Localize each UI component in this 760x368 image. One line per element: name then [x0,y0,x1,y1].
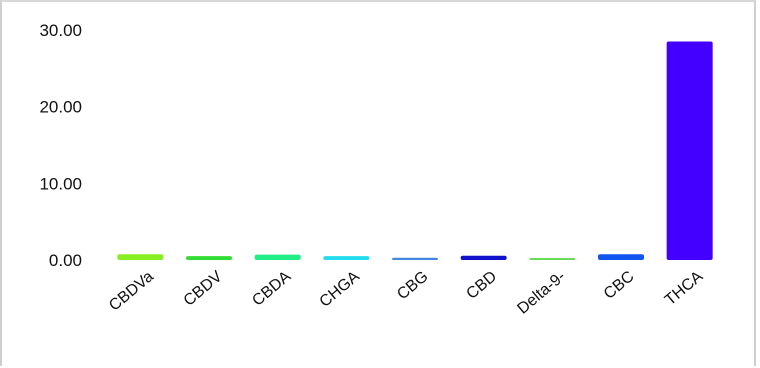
x-tick-label: CBG [394,268,431,303]
bar-cbg[interactable] [392,257,438,260]
x-tick-label: Delta-9- [514,268,569,318]
x-axis: CBDVa CBDV CBDA CHGA CBG CBD Delta-9- CBC THCA [106,268,706,318]
x-tick-label: CBD [463,268,500,303]
x-tick-label: CBDA [249,268,294,310]
bars [117,41,713,261]
x-tick-label: CBDV [181,268,226,310]
y-tick-label: 0.00 [49,251,82,270]
x-tick-label: THCA [662,268,707,309]
x-tick-label: CHGA [317,268,364,311]
bar-chga[interactable] [323,256,370,260]
y-tick-label: 10.00 [39,174,82,193]
y-tick-label: 30.00 [39,21,82,40]
bar-cbdv[interactable] [186,256,232,260]
bar-cbd[interactable] [460,255,507,260]
bar-cbdva[interactable] [117,254,164,260]
bar-thca[interactable] [666,41,713,261]
x-tick-label: CBDVa [106,268,157,315]
bar-delta-9[interactable] [529,258,576,260]
bar-cbda[interactable] [254,254,301,260]
x-tick-label: CBC [601,268,638,303]
y-tick-label: 20.00 [39,98,82,117]
y-axis: 0.00 10.00 20.00 30.00 [39,21,82,270]
bar-cbc[interactable] [598,254,644,260]
